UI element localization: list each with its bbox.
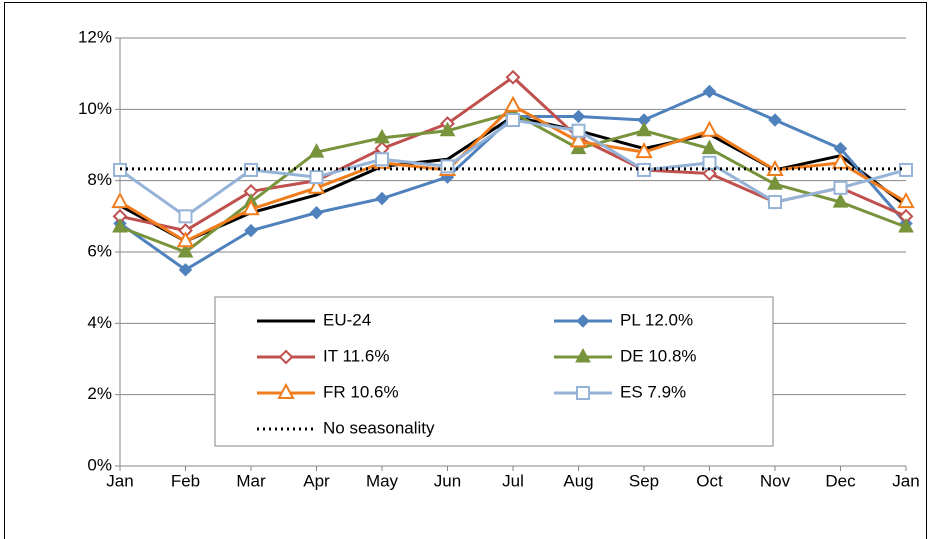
- marker: [244, 223, 258, 238]
- legend-label: EU-24: [323, 310, 371, 329]
- marker: [701, 139, 718, 155]
- marker: [178, 209, 193, 224]
- marker: [244, 162, 258, 177]
- marker: [440, 159, 455, 174]
- marker: [177, 242, 194, 258]
- marker: [374, 128, 390, 144]
- marker: [571, 109, 586, 124]
- marker: [575, 347, 591, 363]
- y-tick-label: 4%: [87, 313, 112, 332]
- y-tick-label: 12%: [78, 27, 112, 46]
- marker: [277, 382, 295, 399]
- x-tick-label: May: [366, 471, 399, 490]
- legend-label: FR 10.6%: [323, 382, 399, 401]
- marker: [576, 386, 590, 400]
- marker: [702, 166, 717, 181]
- marker: [242, 199, 260, 216]
- marker: [278, 349, 294, 365]
- x-tick-label: Jan: [892, 471, 919, 490]
- legend-label: No seasonality: [323, 418, 435, 437]
- marker: [702, 155, 717, 170]
- y-tick-label: 6%: [87, 241, 112, 260]
- marker: [375, 152, 389, 167]
- marker: [505, 69, 521, 85]
- marker: [700, 120, 719, 137]
- marker: [375, 191, 389, 206]
- y-tick-label: 2%: [87, 384, 112, 403]
- marker: [176, 231, 195, 248]
- marker: [111, 191, 129, 209]
- marker: [897, 191, 915, 209]
- marker: [702, 84, 717, 99]
- x-tick-label: Jul: [502, 471, 524, 490]
- marker: [768, 195, 782, 210]
- legend-label: IT 11.6%: [323, 346, 389, 365]
- x-tick-label: Jun: [434, 471, 461, 490]
- marker: [309, 170, 324, 185]
- y-tick-label: 8%: [87, 170, 112, 189]
- x-tick-label: Mar: [236, 471, 266, 490]
- marker: [307, 177, 326, 194]
- marker: [569, 131, 588, 148]
- x-tick-label: Sep: [629, 471, 659, 490]
- marker: [576, 314, 590, 328]
- marker: [309, 206, 324, 220]
- marker: [439, 121, 456, 137]
- marker: [898, 217, 914, 233]
- series-line: [119, 111, 907, 254]
- marker: [635, 142, 653, 159]
- marker: [832, 193, 849, 208]
- x-tick-label: Dec: [825, 471, 856, 490]
- marker: [506, 113, 520, 128]
- chart-frame: [4, 2, 927, 539]
- marker: [833, 180, 848, 195]
- marker: [768, 113, 782, 127]
- marker: [308, 143, 325, 158]
- legend-label: PL 12.0%: [620, 310, 693, 329]
- marker: [504, 95, 522, 112]
- marker: [767, 175, 783, 190]
- y-tick-label: 0%: [87, 455, 112, 474]
- x-tick-label: Aug: [563, 471, 593, 490]
- marker: [178, 263, 193, 277]
- marker: [112, 217, 128, 233]
- marker: [571, 123, 586, 138]
- legend-label: DE 10.8%: [620, 346, 697, 365]
- x-tick-label: Feb: [171, 471, 200, 490]
- x-tick-label: Nov: [760, 471, 791, 490]
- marker: [636, 121, 652, 137]
- x-tick-label: Apr: [303, 471, 330, 490]
- y-tick-label: 10%: [78, 99, 112, 118]
- x-tick-label: Jan: [106, 471, 133, 490]
- x-tick-label: Oct: [696, 471, 723, 490]
- legend-label: ES 7.9%: [620, 382, 686, 401]
